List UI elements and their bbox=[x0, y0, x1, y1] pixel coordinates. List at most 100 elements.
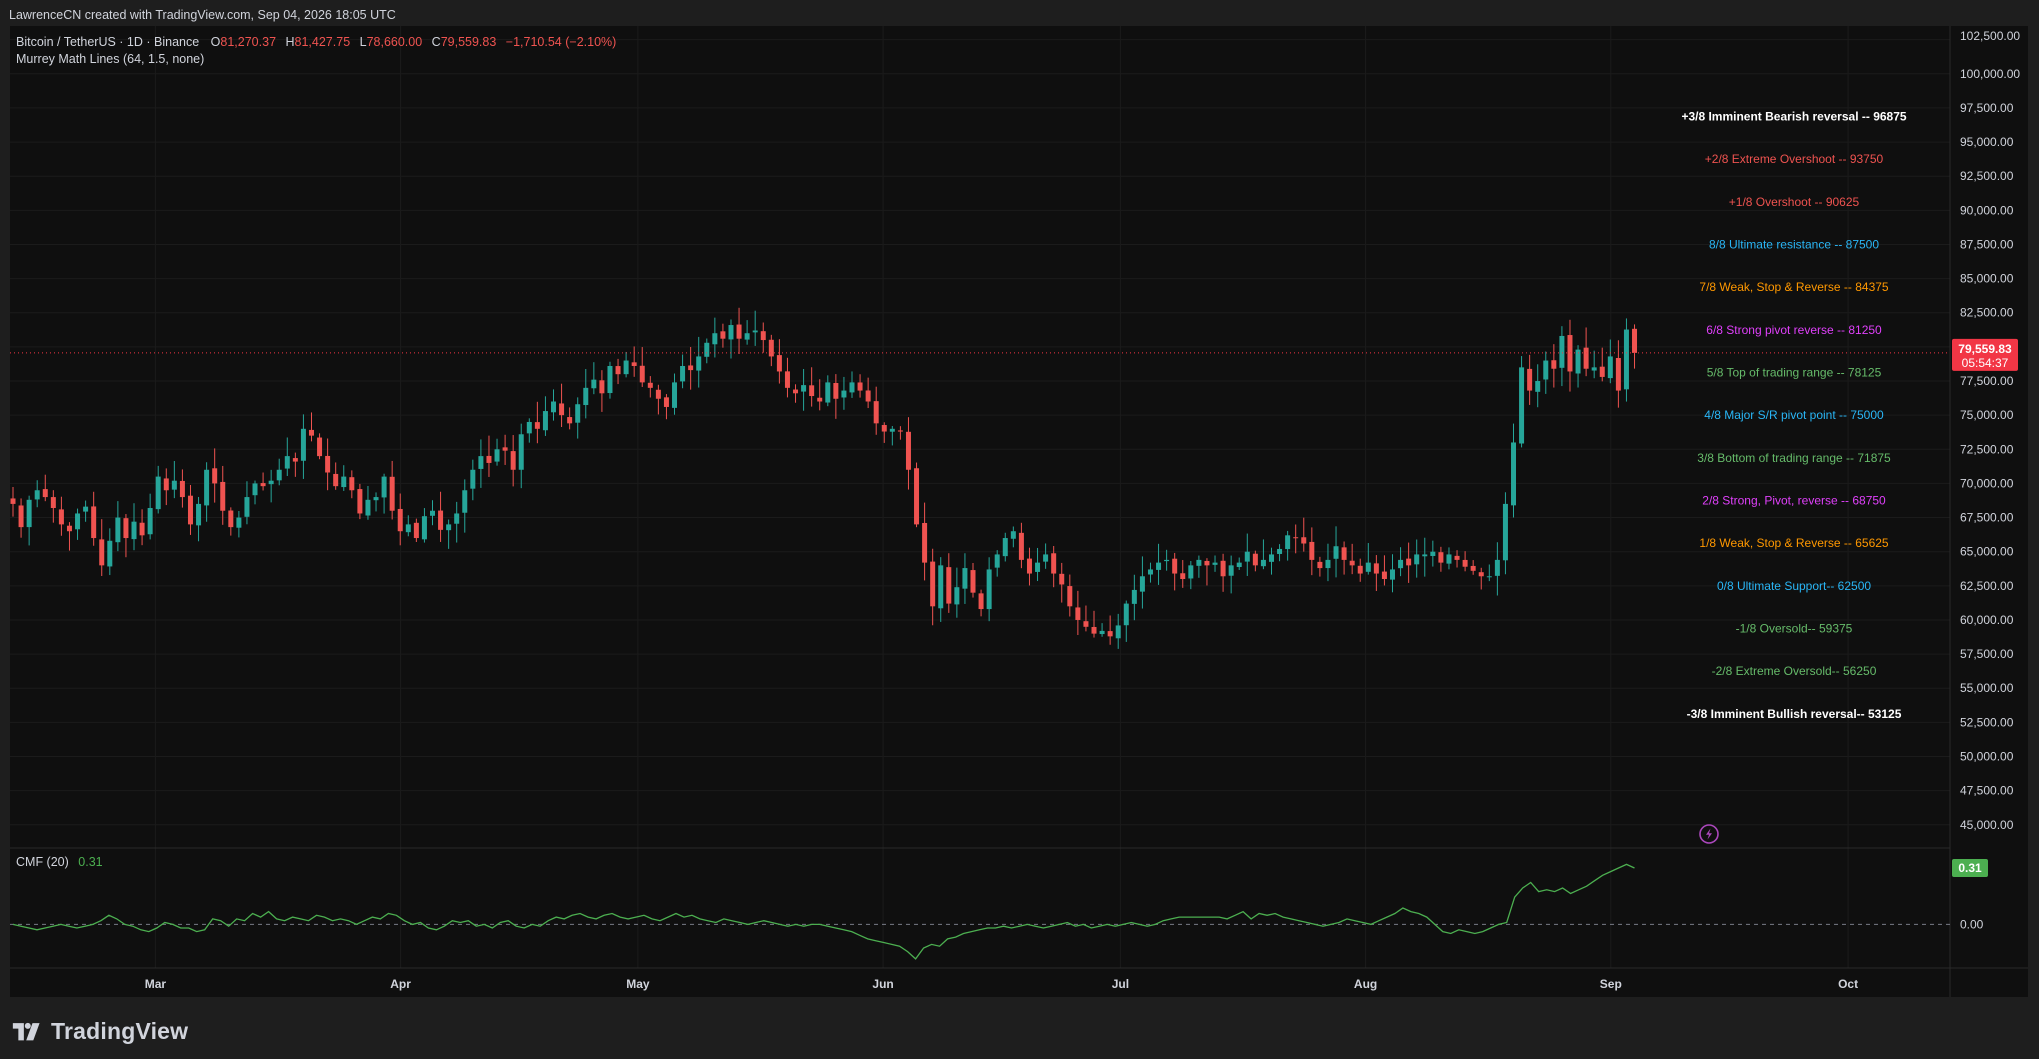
cmf-label: CMF (20) bbox=[16, 855, 69, 869]
candle-body bbox=[34, 490, 40, 500]
candle-body bbox=[123, 518, 129, 539]
candle-body bbox=[938, 565, 944, 609]
time-tick-label: Aug bbox=[1354, 977, 1377, 991]
candle-body bbox=[599, 380, 605, 394]
candle-body bbox=[736, 324, 742, 339]
time-tick-label: Oct bbox=[1838, 977, 1858, 991]
candle-body bbox=[1317, 561, 1323, 569]
candle-body bbox=[1607, 356, 1613, 379]
murrey-level-label: 3/8 Bottom of trading range -- 71875 bbox=[1697, 451, 1891, 465]
time-axis[interactable]: Mar Apr May Jun Jul Aug Sep Oct bbox=[145, 977, 1858, 991]
symbol-legend[interactable]: Bitcoin / TetherUS · 1D · Binance O81,27… bbox=[16, 35, 616, 49]
candle-body bbox=[914, 468, 920, 525]
time-tick-label: Mar bbox=[145, 977, 167, 991]
candle-body bbox=[1486, 576, 1492, 578]
candle-body bbox=[1583, 347, 1589, 369]
candle-body bbox=[865, 390, 871, 402]
candle-body bbox=[1035, 562, 1041, 572]
candle-body bbox=[889, 428, 895, 432]
close-label: C bbox=[432, 35, 441, 49]
price-tick-label: 92,500.00 bbox=[1960, 169, 2014, 183]
candle-body bbox=[680, 365, 686, 382]
murrey-level-label: 5/8 Top of trading range -- 78125 bbox=[1707, 365, 1882, 379]
price-tick-label: 62,500.00 bbox=[1960, 579, 2014, 593]
low-label: L bbox=[360, 35, 367, 49]
candle-body bbox=[381, 476, 387, 498]
candle-body bbox=[1099, 630, 1105, 635]
candle-body bbox=[494, 449, 500, 462]
price-tick-label: 97,500.00 bbox=[1960, 101, 2014, 115]
low-value: 78,660.00 bbox=[367, 35, 423, 49]
candle-body bbox=[429, 510, 435, 516]
price-tick-label: 67,500.00 bbox=[1960, 511, 2014, 525]
candle-body bbox=[817, 397, 823, 402]
time-tick-label: Jul bbox=[1112, 977, 1129, 991]
candle-body bbox=[1212, 562, 1218, 565]
candle-body bbox=[970, 570, 976, 593]
chart-credit: LawrenceCN created with TradingView.com,… bbox=[9, 8, 396, 22]
candle-body bbox=[18, 505, 24, 528]
candle-body bbox=[510, 451, 516, 470]
lightning-icon[interactable] bbox=[1699, 824, 1719, 844]
candle-body bbox=[1406, 558, 1412, 566]
candle-body bbox=[1478, 572, 1484, 577]
candle-body bbox=[91, 506, 97, 539]
candle-body bbox=[1575, 349, 1581, 374]
price-tick-label: 87,500.00 bbox=[1960, 237, 2014, 251]
candle-body bbox=[647, 382, 653, 388]
candle-body bbox=[462, 490, 468, 513]
murrey-level-label: 7/8 Weak, Stop & Reverse -- 84375 bbox=[1699, 280, 1889, 294]
indicator-legend[interactable]: Murrey Math Lines (64, 1.5, none) bbox=[16, 52, 204, 66]
candle-body bbox=[1172, 558, 1178, 574]
tradingview-logo[interactable]: TradingView bbox=[11, 1016, 188, 1046]
candle-body bbox=[373, 497, 379, 501]
murrey-level-label: 6/8 Strong pivot reverse -- 81250 bbox=[1706, 323, 1882, 337]
candle-body bbox=[389, 476, 395, 511]
cmf-value-tag-text: 0.31 bbox=[1958, 861, 1982, 875]
candle-body bbox=[502, 447, 508, 451]
candle-body bbox=[801, 385, 807, 392]
murrey-level-label: +3/8 Imminent Bearish reversal -- 96875 bbox=[1681, 109, 1906, 123]
price-axis[interactable]: 100,000.00 97,500.00 95,000.00 92,500.00 90,… bbox=[1960, 29, 2020, 832]
candle-body bbox=[639, 365, 645, 383]
murrey-level-label: 8/8 Ultimate resistance -- 87500 bbox=[1709, 237, 1879, 251]
candle-body bbox=[220, 481, 226, 511]
cmf-legend[interactable]: CMF (20) 0.31 bbox=[16, 855, 103, 869]
candle-body bbox=[1535, 381, 1541, 392]
candle-body bbox=[615, 366, 621, 375]
candlestick-series[interactable] bbox=[10, 307, 1638, 649]
candle-body bbox=[1494, 559, 1500, 576]
candle-body bbox=[349, 477, 355, 491]
candle-body bbox=[115, 517, 121, 543]
candle-body bbox=[454, 513, 460, 524]
high-value: 81,427.75 bbox=[295, 35, 351, 49]
candle-body bbox=[728, 325, 734, 340]
candle-body bbox=[776, 355, 782, 372]
murrey-level-label: -2/8 Extreme Oversold-- 56250 bbox=[1712, 664, 1877, 678]
candle-body bbox=[559, 403, 565, 416]
murrey-level-label: +2/8 Extreme Overshoot -- 93750 bbox=[1705, 152, 1884, 166]
candle-body bbox=[1599, 366, 1605, 377]
candle-body bbox=[1462, 559, 1468, 567]
candle-body bbox=[341, 476, 347, 488]
price-tick-label: 55,000.00 bbox=[1960, 681, 2014, 695]
candle-body bbox=[1244, 551, 1250, 562]
candle-body bbox=[99, 539, 105, 566]
candle-body bbox=[905, 431, 911, 470]
candle-body bbox=[1341, 547, 1347, 560]
candle-body bbox=[405, 524, 411, 533]
candle-body bbox=[768, 339, 774, 357]
candle-body bbox=[413, 522, 419, 539]
countdown-tag-value: 05:54:37 bbox=[1962, 356, 2009, 370]
candle-body bbox=[696, 356, 702, 371]
candle-body bbox=[66, 525, 72, 532]
candle-body bbox=[1285, 535, 1291, 550]
open-value: 81,270.37 bbox=[220, 35, 276, 49]
candle-body bbox=[567, 417, 573, 424]
price-tick-label: 102,500.00 bbox=[1960, 29, 2020, 43]
candle-body bbox=[155, 476, 161, 510]
candle-body bbox=[1591, 367, 1597, 371]
candle-body bbox=[857, 382, 863, 391]
candle-body bbox=[1527, 368, 1533, 391]
